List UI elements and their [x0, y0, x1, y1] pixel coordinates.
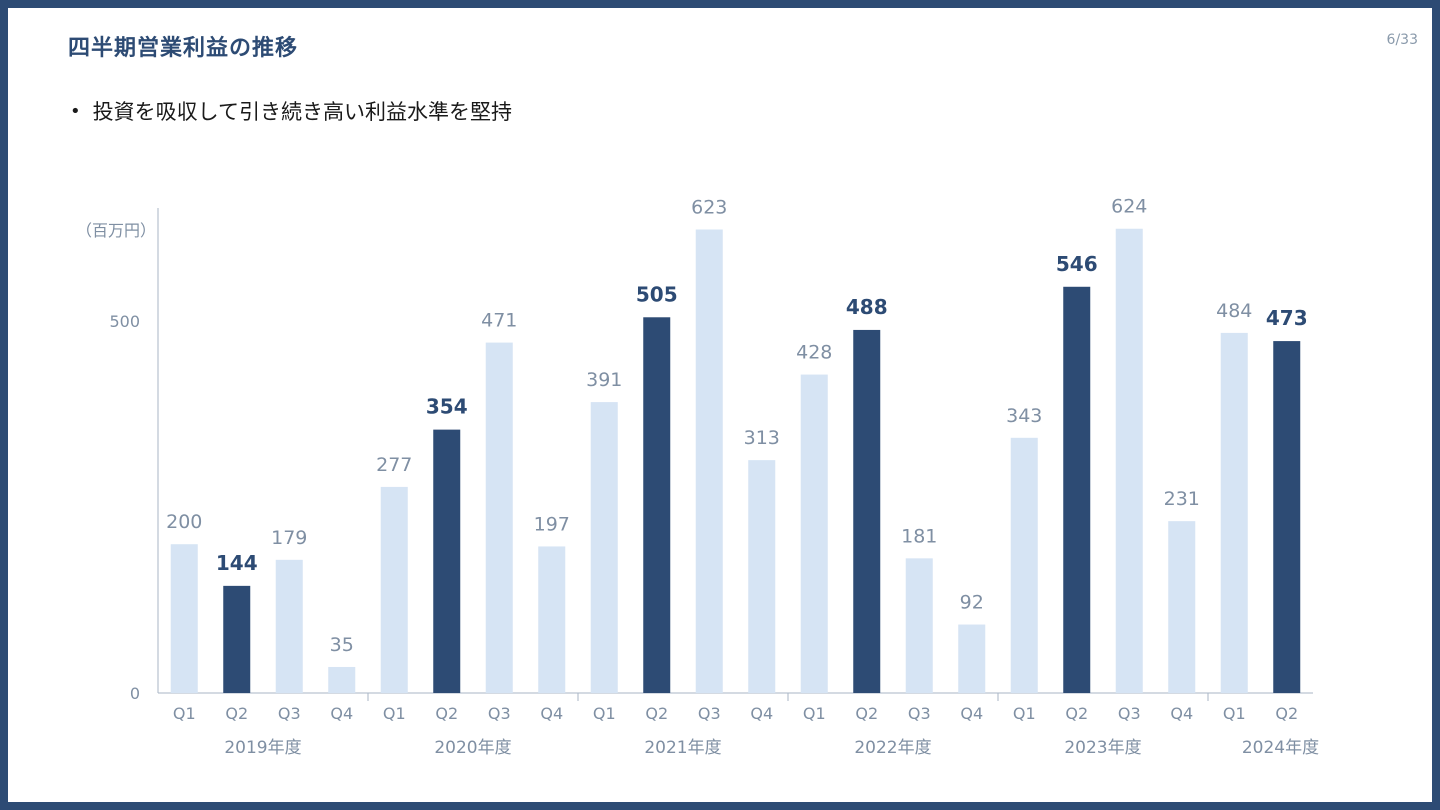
x-tick-label: Q2 [645, 704, 668, 723]
bar [328, 666, 356, 693]
bar [748, 460, 776, 693]
slide-title: 四半期営業利益の推移 [68, 36, 299, 61]
data-label: 624 [1111, 196, 1147, 218]
year-group-label: 2021年度 [644, 738, 721, 758]
year-group-label: 2022年度 [854, 738, 931, 758]
data-label: 343 [1006, 405, 1042, 427]
data-label: 277 [376, 454, 412, 476]
bar [170, 544, 198, 693]
data-label: 231 [1164, 488, 1200, 510]
x-tick-label: Q1 [1223, 704, 1246, 723]
bar [1273, 341, 1301, 693]
bar [643, 317, 671, 693]
data-label: 354 [426, 395, 468, 419]
data-label: 473 [1266, 306, 1308, 330]
data-label: 92 [960, 592, 984, 614]
bar [380, 486, 408, 693]
bar [275, 559, 303, 693]
chart-bars [170, 228, 1301, 693]
bar [1168, 521, 1196, 693]
x-tick-label: Q3 [1118, 704, 1141, 723]
bar [433, 429, 461, 693]
x-tick-label: Q4 [330, 704, 353, 723]
year-group-label: 2019年度 [224, 738, 301, 758]
x-tick-label: Q2 [225, 704, 248, 723]
data-label: 35 [330, 634, 354, 656]
data-label: 144 [216, 551, 258, 575]
bar [905, 558, 933, 693]
x-tick-label: Q3 [908, 704, 931, 723]
x-tick-label: Q4 [960, 704, 983, 723]
data-label: 471 [481, 310, 517, 332]
y-tick-label: 0 [130, 684, 140, 703]
data-label: 179 [271, 527, 307, 549]
data-label: 200 [166, 511, 202, 533]
x-tick-label: Q2 [1065, 704, 1088, 723]
bar [590, 402, 618, 693]
x-tick-label: Q1 [593, 704, 616, 723]
bar [538, 546, 566, 693]
page-number: 6/33 [1386, 32, 1418, 48]
bar [223, 585, 251, 693]
bar [1220, 332, 1248, 693]
year-group-label: 2020年度 [434, 738, 511, 758]
year-group-label: 2024年度 [1242, 738, 1319, 758]
bar [695, 229, 723, 693]
bar [1010, 437, 1038, 693]
x-tick-label: Q1 [1013, 704, 1036, 723]
data-label: 505 [636, 282, 678, 306]
data-label: 313 [744, 427, 780, 449]
x-tick-label: Q1 [383, 704, 406, 723]
data-label: 546 [1056, 252, 1098, 276]
bar [800, 374, 828, 693]
bullet-text: 投資を吸収して引き続き高い利益水準を堅持 [92, 100, 512, 124]
data-label: 488 [846, 295, 888, 319]
x-tick-label: Q4 [750, 704, 773, 723]
x-tick-label: Q2 [855, 704, 878, 723]
y-axis-unit-label: （百万円） [76, 221, 156, 240]
data-label: 181 [901, 525, 937, 547]
y-tick-label: 500 [109, 312, 140, 331]
bullet-dot-icon: • [70, 100, 81, 122]
bullet-point: • 投資を吸収して引き続き高い利益水準を堅持 [70, 96, 512, 126]
bar [853, 329, 881, 693]
x-tick-label: Q3 [278, 704, 301, 723]
bar [1115, 228, 1143, 693]
x-tick-label: Q3 [698, 704, 721, 723]
chart-x-labels: Q1 Q2 Q3 Q4 Q1 Q2 Q3 Q4 Q1 Q2 Q3 Q4 Q1 Q2 Q3 Q4 Q1 Q2 Q3 Q4… [173, 693, 1319, 758]
x-tick-label: Q4 [1170, 704, 1193, 723]
data-label: 391 [586, 369, 622, 391]
x-tick-label: Q2 [435, 704, 458, 723]
year-group-label: 2023年度 [1064, 738, 1141, 758]
x-tick-label: Q1 [803, 704, 826, 723]
data-label: 484 [1216, 300, 1252, 322]
data-label: 197 [534, 513, 570, 535]
x-tick-label: Q2 [1275, 704, 1298, 723]
chart-data-labels: 200 144 179 35 277 354 471 197 391 505 623 313 428 48… [166, 196, 1308, 656]
bar [958, 624, 986, 693]
x-tick-label: Q1 [173, 704, 196, 723]
x-tick-label: Q4 [540, 704, 563, 723]
data-label: 623 [691, 196, 727, 218]
x-tick-label: Q3 [488, 704, 511, 723]
bar [1063, 286, 1091, 693]
bar [485, 342, 513, 693]
data-label: 428 [796, 342, 832, 364]
